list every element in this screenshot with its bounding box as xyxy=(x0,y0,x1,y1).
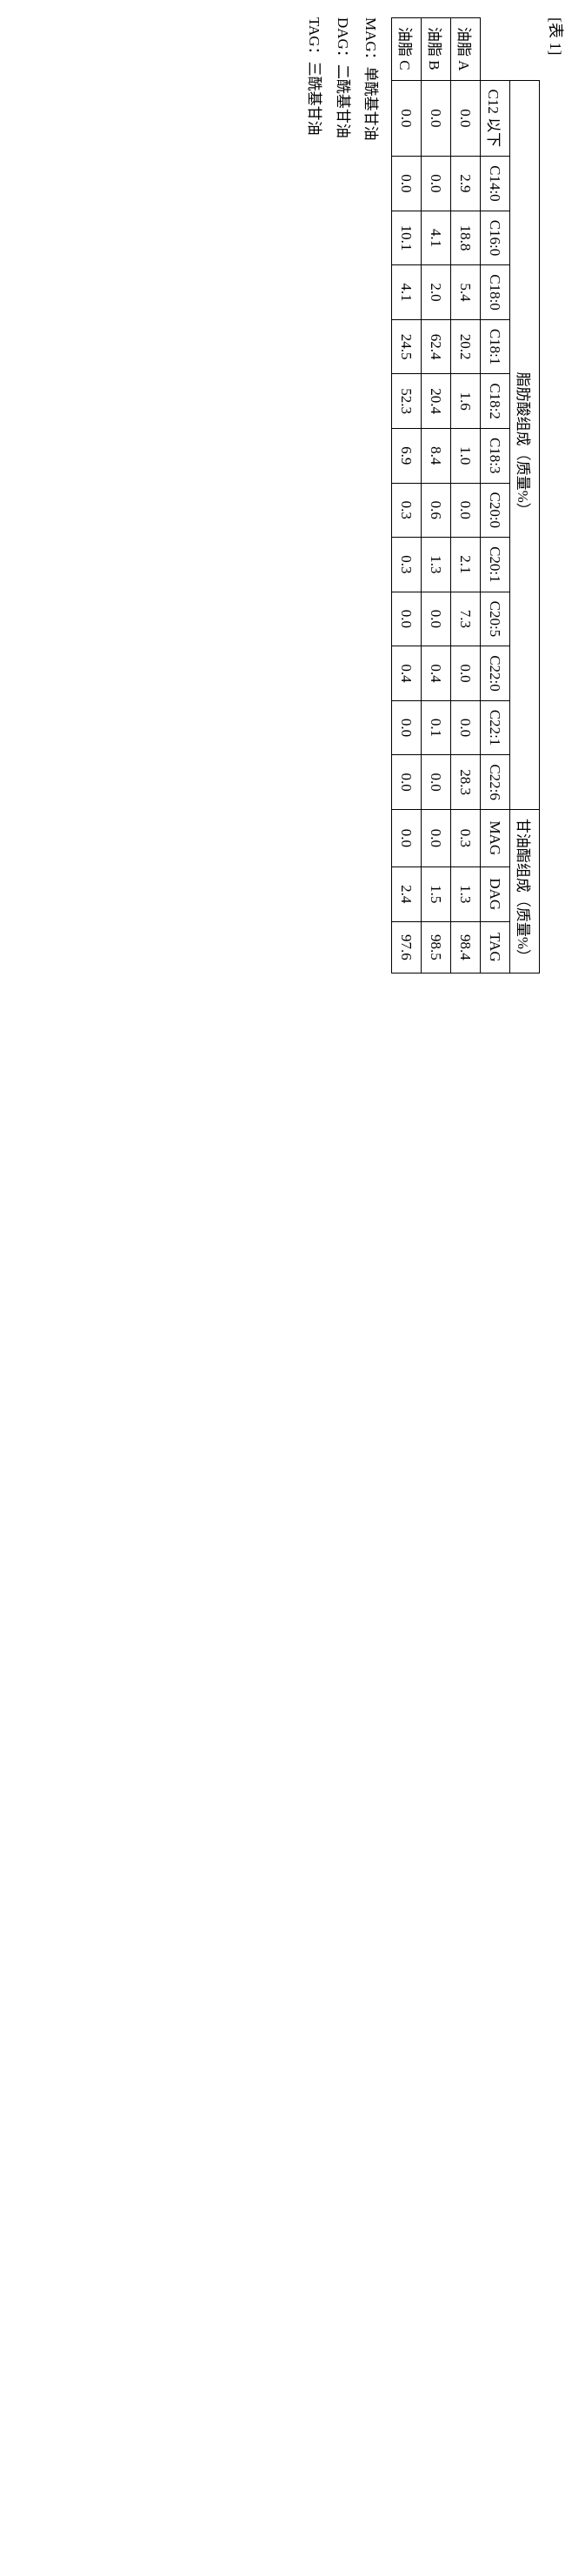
cell: 8.4 xyxy=(422,428,451,483)
legend: MAG：单酰基甘油 DAG：二酰基甘油 TAG：三酰基甘油 xyxy=(300,17,384,2559)
gly-col-1: DAG xyxy=(481,866,510,921)
cell: 0.0 xyxy=(392,755,422,810)
fa-col-8: C20:1 xyxy=(481,538,510,592)
cell: 2.9 xyxy=(451,157,481,211)
group-header-row: 脂肪酸组成（质量%） 甘油酯组成（质量%） xyxy=(510,18,540,974)
cell: 0.1 xyxy=(422,700,451,755)
cell: 2.0 xyxy=(422,265,451,320)
column-header-row: C12 以下 C14:0 C16:0 C18:0 C18:1 C18:2 C18… xyxy=(481,18,510,974)
rotated-container: [表 1] 脂肪酸组成（质量%） 甘油酯组成（质量%） C12 以下 C14:0… xyxy=(300,17,568,2559)
table-row: 油脂 B 0.0 0.0 4.1 2.0 62.4 20.4 8.4 0.6 1… xyxy=(422,18,451,974)
fa-col-5: C18:2 xyxy=(481,374,510,429)
cell: 1.3 xyxy=(451,866,481,921)
glycerides-group-header: 甘油酯组成（质量%） xyxy=(510,809,540,973)
corner-blank xyxy=(510,18,540,81)
cell: 24.5 xyxy=(392,319,422,374)
cell: 0.0 xyxy=(422,809,451,866)
cell: 7.3 xyxy=(451,592,481,646)
row-label: 油脂 C xyxy=(392,18,422,81)
fa-col-12: C22:6 xyxy=(481,755,510,810)
fa-col-4: C18:1 xyxy=(481,319,510,374)
table-caption: [表 1] xyxy=(545,17,568,2559)
cell: 0.3 xyxy=(392,538,422,592)
cell: 4.1 xyxy=(392,265,422,320)
cell: 0.3 xyxy=(451,809,481,866)
cell: 0.6 xyxy=(422,483,451,538)
cell: 2.1 xyxy=(451,538,481,592)
cell: 0.3 xyxy=(392,483,422,538)
cell: 4.1 xyxy=(422,211,451,265)
cell: 98.5 xyxy=(422,921,451,973)
cell: 2.4 xyxy=(392,866,422,921)
cell: 0.0 xyxy=(392,157,422,211)
cell: 0.0 xyxy=(422,755,451,810)
cell: 0.4 xyxy=(392,646,422,701)
cell: 28.3 xyxy=(451,755,481,810)
cell: 0.0 xyxy=(392,809,422,866)
legend-line: MAG：单酰基甘油 xyxy=(356,17,384,2559)
gly-col-2: TAG xyxy=(481,921,510,973)
gly-col-0: MAG xyxy=(481,809,510,866)
composition-table: 脂肪酸组成（质量%） 甘油酯组成（质量%） C12 以下 C14:0 C16:0… xyxy=(391,17,540,974)
row-label: 油脂 B xyxy=(422,18,451,81)
cell: 0.0 xyxy=(451,80,481,157)
fa-col-2: C16:0 xyxy=(481,211,510,265)
cell: 6.9 xyxy=(392,428,422,483)
fa-col-9: C20:5 xyxy=(481,592,510,646)
cell: 52.3 xyxy=(392,374,422,429)
fa-col-10: C22:0 xyxy=(481,646,510,701)
cell: 1.6 xyxy=(451,374,481,429)
cell: 10.1 xyxy=(392,211,422,265)
cell: 62.4 xyxy=(422,319,451,374)
fa-col-7: C20:0 xyxy=(481,483,510,538)
cell: 0.0 xyxy=(422,80,451,157)
cell: 0.4 xyxy=(422,646,451,701)
cell: 1.3 xyxy=(422,538,451,592)
cell: 0.0 xyxy=(392,592,422,646)
cell: 18.8 xyxy=(451,211,481,265)
cell: 20.4 xyxy=(422,374,451,429)
cell: 20.2 xyxy=(451,319,481,374)
table-row: 油脂 C 0.0 0.0 10.1 4.1 24.5 52.3 6.9 0.3 … xyxy=(392,18,422,974)
legend-line: DAG：二酰基甘油 xyxy=(328,17,356,2559)
table-body: 油脂 A 0.0 2.9 18.8 5.4 20.2 1.6 1.0 0.0 2… xyxy=(392,18,481,974)
fatty-acids-group-header: 脂肪酸组成（质量%） xyxy=(510,80,540,809)
cell: 97.6 xyxy=(392,921,422,973)
cell: 98.4 xyxy=(451,921,481,973)
fa-col-6: C18:3 xyxy=(481,428,510,483)
row-label: 油脂 A xyxy=(451,18,481,81)
cell: 0.0 xyxy=(451,700,481,755)
cell: 1.0 xyxy=(451,428,481,483)
cell: 0.0 xyxy=(422,157,451,211)
cell: 0.0 xyxy=(392,700,422,755)
rowlabel-blank xyxy=(481,18,510,81)
cell: 1.5 xyxy=(422,866,451,921)
legend-line: TAG：三酰基甘油 xyxy=(300,17,328,2559)
fa-col-3: C18:0 xyxy=(481,265,510,320)
fa-col-0: C12 以下 xyxy=(481,80,510,157)
fa-col-1: C14:0 xyxy=(481,157,510,211)
fa-col-11: C22:1 xyxy=(481,700,510,755)
cell: 0.0 xyxy=(451,646,481,701)
cell: 0.0 xyxy=(451,483,481,538)
table-row: 油脂 A 0.0 2.9 18.8 5.4 20.2 1.6 1.0 0.0 2… xyxy=(451,18,481,974)
cell: 0.0 xyxy=(422,592,451,646)
cell: 0.0 xyxy=(392,80,422,157)
cell: 5.4 xyxy=(451,265,481,320)
